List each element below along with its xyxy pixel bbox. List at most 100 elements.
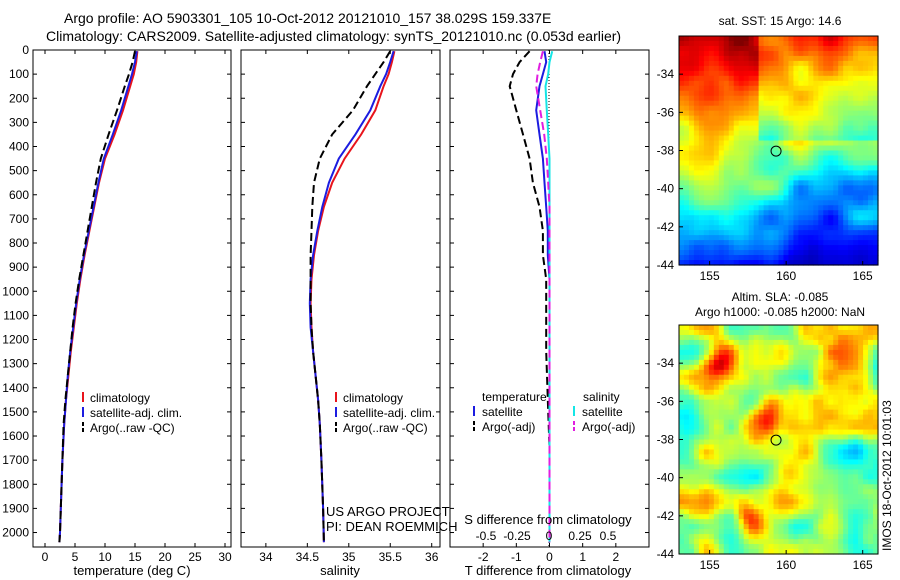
map-cell <box>868 379 874 386</box>
map-cell <box>813 524 819 530</box>
map-cell <box>708 60 715 67</box>
map-cell <box>783 344 790 351</box>
map-cell <box>838 105 844 112</box>
map-cell <box>873 230 879 236</box>
map-cell <box>803 155 809 162</box>
map-cell <box>703 364 710 371</box>
map-cell <box>713 439 720 446</box>
map-cell <box>718 459 725 465</box>
map-cell <box>863 379 869 386</box>
map-cell <box>843 250 849 256</box>
map-cell <box>833 130 839 137</box>
map-cell <box>708 374 715 381</box>
map-cell <box>833 120 839 127</box>
map-cell <box>683 135 690 142</box>
map-cell <box>713 399 720 406</box>
map-cell <box>688 155 695 162</box>
map-cell <box>848 514 854 520</box>
map-cell <box>803 140 809 147</box>
map-cell <box>773 210 780 216</box>
map-cell <box>743 429 750 436</box>
map-cell <box>838 110 844 117</box>
map-cell <box>783 120 790 127</box>
map-cell <box>688 489 695 495</box>
map-cell <box>798 220 804 226</box>
map-cell <box>743 185 750 191</box>
map-cell <box>783 155 790 162</box>
map-cell <box>763 200 770 206</box>
map-cell <box>823 45 829 52</box>
map-cell <box>748 419 755 426</box>
map-cell <box>728 95 735 102</box>
map-cell <box>753 250 760 256</box>
map-cell <box>758 449 765 456</box>
map-cell <box>679 90 685 97</box>
map-cell <box>853 394 859 401</box>
map-cell <box>698 245 705 251</box>
map-cell <box>718 245 725 251</box>
map-cell <box>679 135 685 142</box>
map-cell <box>783 215 790 221</box>
map-cell <box>868 190 874 196</box>
map-cell <box>833 504 839 510</box>
map-cell <box>858 339 864 346</box>
map-cell <box>853 115 859 122</box>
map-cell <box>778 419 785 426</box>
map-cell <box>773 140 780 147</box>
legend-title-temperature: temperature <box>482 390 547 404</box>
map-cell <box>688 424 695 431</box>
map-cell <box>858 200 864 206</box>
map-cell <box>748 469 755 475</box>
map-cell <box>683 230 690 236</box>
map-cell <box>723 394 730 401</box>
map-cell <box>853 424 859 431</box>
map-cell <box>868 60 874 67</box>
map-cell <box>683 509 690 515</box>
map-cell <box>843 539 849 545</box>
map-cell <box>788 90 795 97</box>
map-cell <box>743 439 750 446</box>
map-cell <box>698 210 705 216</box>
map-cell <box>713 105 720 112</box>
map-cell <box>813 529 819 535</box>
map-cell <box>868 529 874 535</box>
map-cell <box>768 165 775 172</box>
map-cell <box>863 165 869 172</box>
map-cell <box>738 514 745 520</box>
map-cell <box>713 95 720 102</box>
map-cell <box>679 519 685 525</box>
map-cell <box>693 389 700 396</box>
map-cell <box>679 349 685 356</box>
map-cell <box>858 509 864 515</box>
map-cell <box>843 404 849 411</box>
map-cell <box>763 524 770 530</box>
map-cell <box>848 394 854 401</box>
map-cell <box>783 325 790 331</box>
map-cell <box>738 36 745 42</box>
map-cell <box>718 344 725 351</box>
map-cell <box>758 140 765 147</box>
map-cell <box>748 479 755 485</box>
map-cell <box>808 379 814 386</box>
map-cell <box>858 389 864 396</box>
map-cell <box>768 444 775 451</box>
map-cell <box>768 185 775 191</box>
map-cell <box>833 190 839 196</box>
map-cell <box>848 120 854 127</box>
map-cell <box>818 80 824 87</box>
map-cell <box>808 165 814 172</box>
map-cell <box>703 105 710 112</box>
map-cell <box>733 205 740 211</box>
map-cell <box>863 414 869 421</box>
map-cell <box>828 36 834 42</box>
map-cell <box>688 165 695 172</box>
y-tick-label: 300 <box>9 115 29 129</box>
map-cell <box>773 409 780 416</box>
map-cell <box>853 449 859 456</box>
map-cell <box>828 120 834 127</box>
map-cell <box>788 325 795 331</box>
map-cell <box>758 429 765 436</box>
map-cell <box>733 75 740 82</box>
map-cell <box>783 50 790 57</box>
map-cell <box>758 120 765 127</box>
